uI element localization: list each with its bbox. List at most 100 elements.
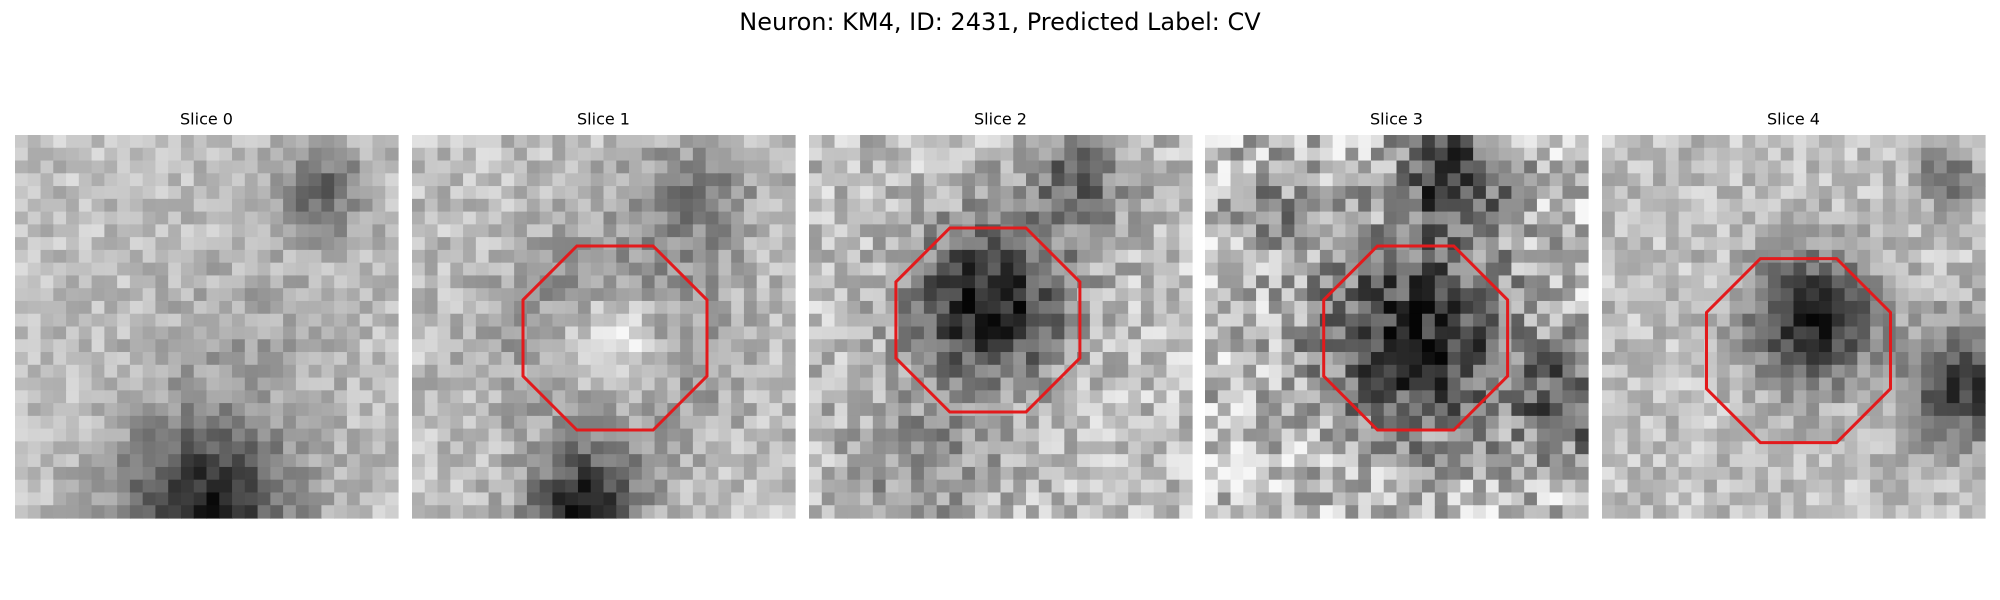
roi-octagon <box>1705 257 1892 445</box>
pixel <box>987 224 1002 238</box>
pixel <box>1115 454 1129 468</box>
pixel <box>1665 160 1680 174</box>
pixel <box>501 352 515 366</box>
pixel <box>155 428 169 442</box>
pixel <box>1485 300 1500 315</box>
pixel <box>847 288 861 302</box>
pixel <box>1524 198 1538 213</box>
pixel <box>1870 135 1884 149</box>
pixel <box>1307 173 1321 187</box>
pixel <box>1307 198 1321 213</box>
pixel <box>1102 505 1116 519</box>
pixel <box>193 454 208 468</box>
pixel <box>949 224 963 238</box>
pixel <box>552 352 566 366</box>
pixel <box>206 147 220 162</box>
pixel <box>1179 300 1193 315</box>
pixel <box>1383 441 1398 455</box>
pixel <box>244 403 259 417</box>
pixel <box>1396 390 1410 404</box>
pixel <box>1653 403 1667 417</box>
pixel <box>987 403 1002 417</box>
pixel <box>1281 403 1295 417</box>
pixel <box>1256 492 1270 506</box>
pixel <box>1064 441 1078 455</box>
pixel <box>257 441 271 455</box>
pixel <box>1716 415 1731 430</box>
pixel <box>603 390 617 404</box>
pixel <box>155 505 169 519</box>
pixel <box>1396 288 1410 302</box>
pixel <box>923 249 938 264</box>
pixel <box>142 211 157 225</box>
pixel <box>769 262 783 277</box>
pixel <box>78 403 93 417</box>
pixel <box>974 415 989 430</box>
pixel <box>346 390 361 404</box>
pixel <box>1319 505 1334 519</box>
pixel <box>898 135 912 149</box>
pixel <box>1870 186 1884 200</box>
pixel <box>539 390 554 404</box>
pixel <box>1422 441 1436 455</box>
pixel <box>1627 352 1641 366</box>
pixel <box>1345 249 1359 264</box>
pixel <box>911 326 925 340</box>
pixel <box>1511 198 1525 213</box>
pixel <box>756 377 771 391</box>
pixel <box>1524 364 1538 379</box>
pixel <box>705 505 719 519</box>
pixel <box>526 186 541 200</box>
pixel <box>936 364 951 379</box>
pixel <box>1115 428 1129 442</box>
pixel <box>1332 339 1347 353</box>
pixel <box>1268 454 1283 468</box>
pixel <box>743 173 758 187</box>
pixel <box>718 466 732 481</box>
pixel <box>782 403 796 417</box>
pixel <box>27 415 42 430</box>
pixel <box>412 326 426 340</box>
pixel <box>1549 262 1564 277</box>
pixel <box>1434 339 1449 353</box>
pixel <box>1562 454 1576 468</box>
pixel <box>1614 505 1629 519</box>
pixel <box>1844 224 1858 238</box>
pixel <box>987 352 1002 366</box>
pixel <box>987 211 1002 225</box>
pixel <box>1793 313 1807 328</box>
pixel <box>1959 428 1973 442</box>
pixel <box>1602 326 1616 340</box>
pixel <box>667 326 681 340</box>
pixel <box>372 160 386 174</box>
pixel <box>1294 428 1308 442</box>
pixel <box>1933 479 1948 494</box>
pixel <box>129 198 144 213</box>
pixel <box>872 505 887 519</box>
pixel <box>1959 339 1973 353</box>
pixel <box>847 262 861 277</box>
pixel <box>1281 339 1295 353</box>
pixel <box>1729 224 1744 238</box>
pixel <box>834 262 848 277</box>
pixel <box>463 160 477 174</box>
pixel <box>1026 479 1040 494</box>
pixel <box>1332 428 1347 442</box>
pixel <box>1602 173 1616 187</box>
pixel <box>514 186 528 200</box>
pixel <box>244 428 259 442</box>
pixel <box>577 339 592 353</box>
pixel <box>450 326 464 340</box>
pixel <box>1422 300 1436 315</box>
pixel <box>91 186 105 200</box>
pixel <box>847 505 861 519</box>
pixel <box>1627 505 1641 519</box>
pixel <box>987 300 1002 315</box>
pixel <box>15 288 29 302</box>
pixel <box>1562 326 1576 340</box>
pixel <box>1460 428 1474 442</box>
pixel <box>1396 415 1410 430</box>
pixel <box>1422 454 1436 468</box>
pixel <box>450 377 464 391</box>
